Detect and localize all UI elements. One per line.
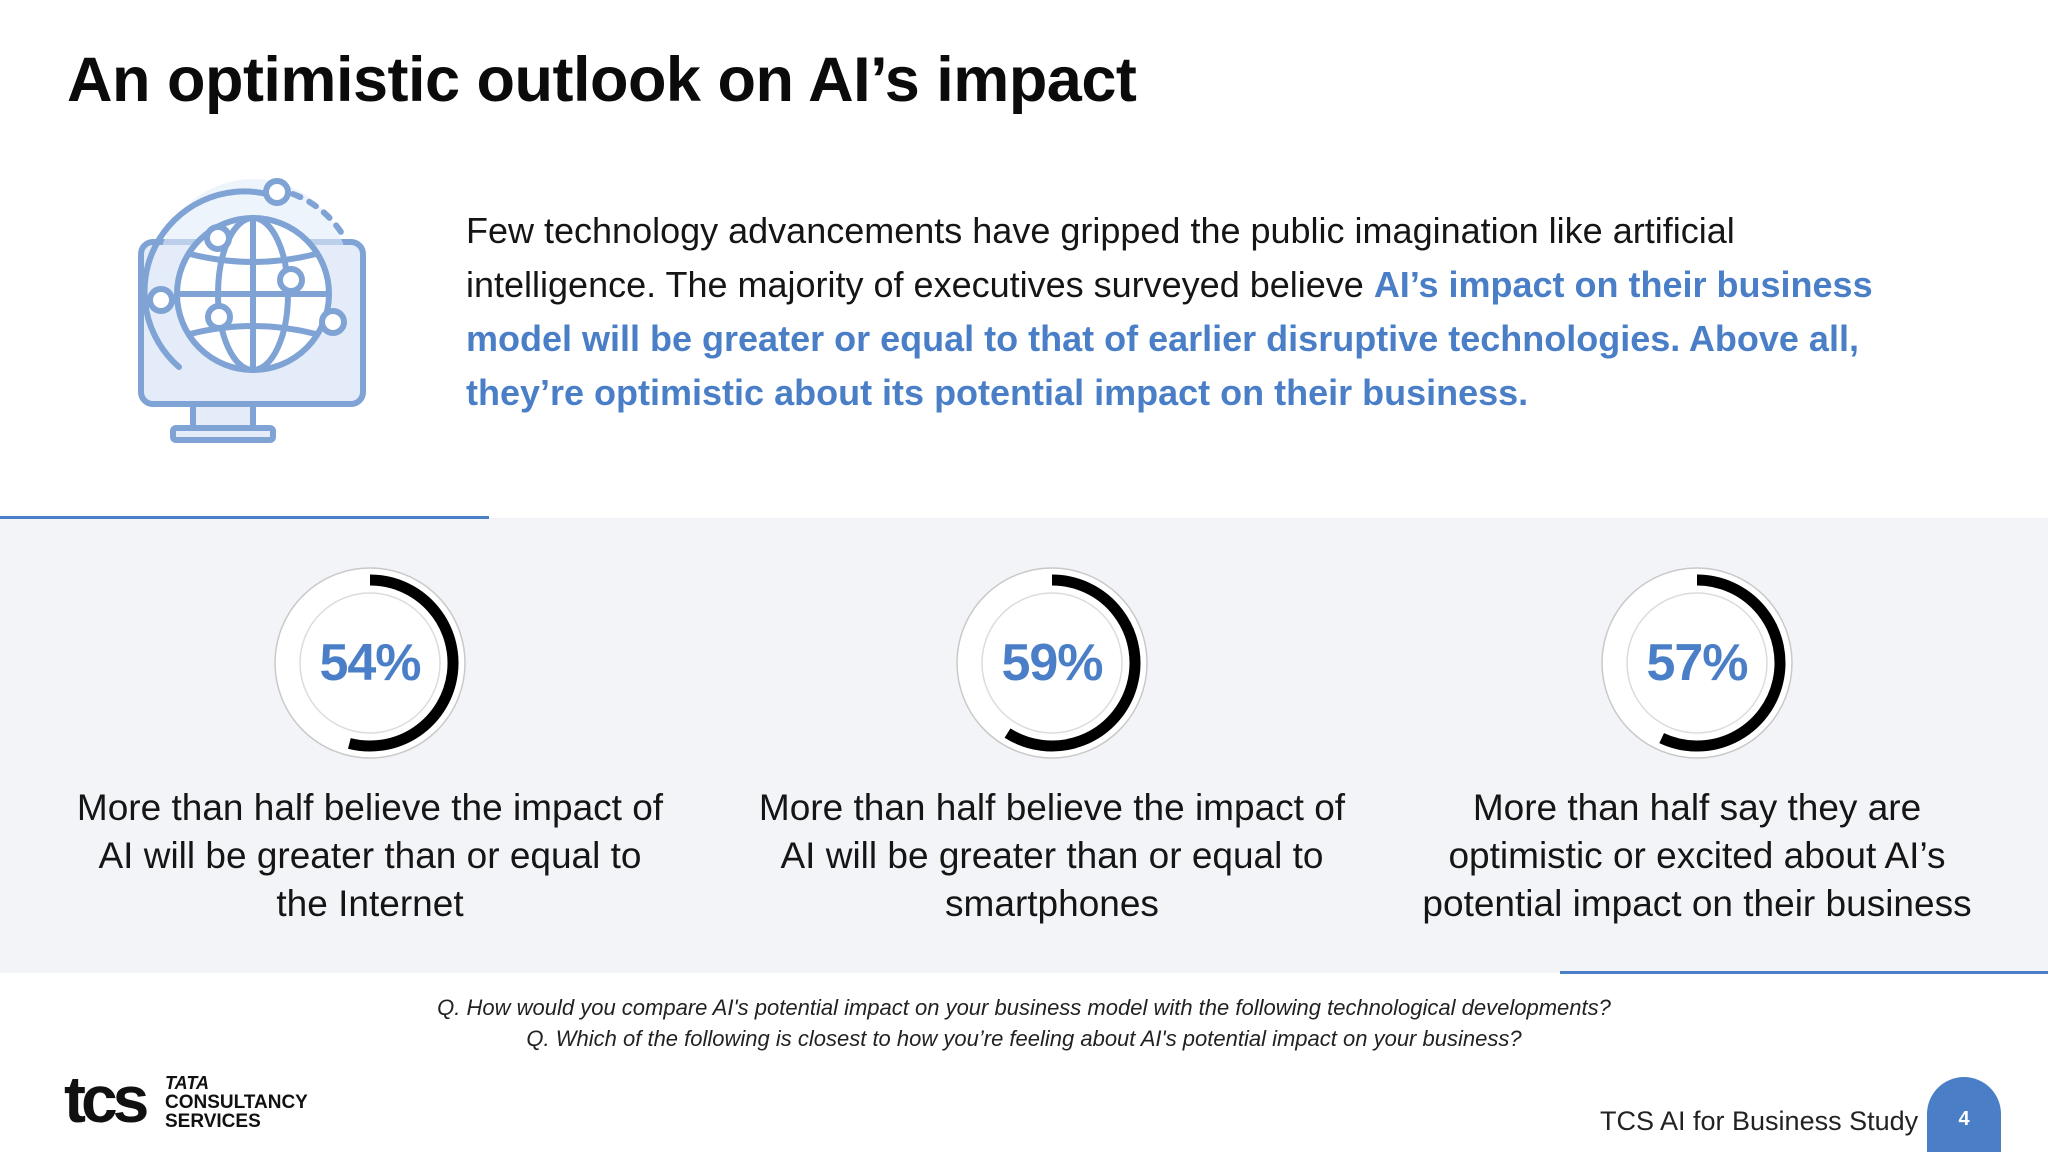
stat-description: More than half believe the impact of AI … bbox=[758, 787, 1346, 924]
intro-paragraph: Few technology advancements have gripped… bbox=[466, 204, 1906, 420]
percent-label: 57% bbox=[1646, 634, 1748, 692]
ring-outer bbox=[274, 567, 466, 759]
question-2: Q. Which of the following is closest to … bbox=[526, 1026, 1522, 1051]
logo-line-3: SERVICES bbox=[165, 1111, 261, 1132]
logo-wordmark: TATA CONSULTANCY SERVICES bbox=[165, 1073, 308, 1132]
intro-text: Few technology advancements have gripped… bbox=[466, 210, 1735, 305]
progress-ring bbox=[1600, 566, 1794, 760]
progress-ring bbox=[955, 566, 1149, 760]
logo-mark: tcs bbox=[64, 1062, 149, 1136]
stat-description: More than half say they are optimistic o… bbox=[1422, 787, 1972, 924]
percent-label: 54% bbox=[319, 634, 421, 692]
ring-outer bbox=[1601, 567, 1793, 759]
ring-progress-arc bbox=[348, 574, 459, 752]
ring-progress-arc bbox=[1659, 574, 1786, 752]
ring-inner bbox=[299, 592, 441, 734]
ring-inner bbox=[1626, 592, 1768, 734]
logo-line-1: TATA bbox=[165, 1073, 209, 1093]
ring-inner bbox=[981, 592, 1123, 734]
progress-ring bbox=[273, 566, 467, 760]
survey-questions: Q. How would you compare AI's potential … bbox=[0, 992, 2048, 1054]
percent-label: 59% bbox=[1001, 634, 1103, 692]
study-name: TCS AI for Business Study bbox=[1600, 1106, 1919, 1136]
page-number: 4 bbox=[1927, 1077, 2001, 1152]
ring-outer bbox=[956, 567, 1148, 759]
logo-line-2: CONSULTANCY bbox=[165, 1092, 308, 1113]
ring-progress-arc bbox=[1004, 574, 1141, 752]
page-title: An optimistic outlook on AI’s impact bbox=[67, 45, 1137, 115]
globe-monitor-icon bbox=[135, 172, 375, 447]
intro-highlight: AI’s impact on their business model will… bbox=[466, 264, 1873, 413]
accent-rule-bottom bbox=[1560, 971, 2048, 974]
question-1: Q. How would you compare AI's potential … bbox=[437, 995, 1611, 1020]
accent-rule-top bbox=[0, 516, 489, 519]
stat-description: More than half believe the impact of AI … bbox=[76, 787, 664, 924]
tcs-logo: tcs TATA CONSULTANCY SERVICES bbox=[64, 1066, 314, 1134]
